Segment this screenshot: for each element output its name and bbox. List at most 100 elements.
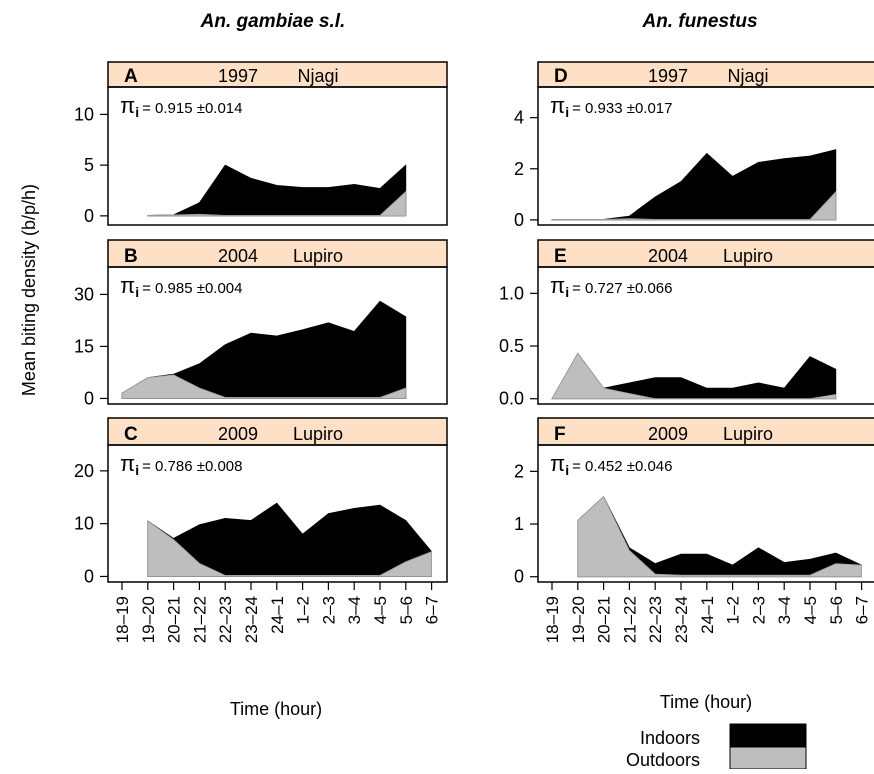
outdoors-area bbox=[577, 495, 862, 578]
panel-letter: D bbox=[554, 66, 568, 87]
panel-strip bbox=[107, 417, 448, 446]
panel-year: 1997 bbox=[218, 66, 258, 86]
x-tick-label: 1–2 bbox=[724, 596, 743, 624]
x-tick-label: 19–20 bbox=[569, 596, 588, 643]
x-tick-label: 19–20 bbox=[139, 596, 158, 643]
pi-annotation: πi = 0.786 ±0.008 bbox=[120, 451, 243, 478]
y-tick-label: 15 bbox=[74, 336, 94, 356]
x-tick-label: 18–19 bbox=[543, 596, 562, 643]
panel-year: 2004 bbox=[648, 246, 688, 266]
x-tick-label: 18–19 bbox=[113, 596, 132, 643]
y-tick-label: 0.0 bbox=[499, 389, 524, 409]
x-tick-label: 22–23 bbox=[216, 596, 235, 643]
y-tick-label: 0 bbox=[514, 210, 524, 230]
panel-letter: E bbox=[554, 246, 567, 267]
panel-frame bbox=[537, 266, 874, 405]
pi-annotation: πi = 0.933 ±0.017 bbox=[550, 93, 673, 120]
y-tick-label: 0 bbox=[84, 566, 94, 586]
legend-outdoors-swatch bbox=[729, 746, 807, 770]
x-tick-label: 5–6 bbox=[397, 596, 416, 624]
panel-strip bbox=[537, 61, 874, 88]
panel-e: E 2004 Lupiro πi = 0.727 ±0.066 0.0 0.5 1.0 bbox=[499, 239, 874, 409]
legend-indoors-swatch bbox=[729, 723, 807, 748]
panel-year: 2009 bbox=[648, 424, 688, 444]
panel-site: Njagi bbox=[297, 66, 338, 86]
x-axis-label-left: Time (hour) bbox=[230, 699, 322, 719]
indoors-area bbox=[551, 149, 837, 221]
panel-site: Njagi bbox=[727, 66, 768, 86]
x-tick-label: 5–6 bbox=[827, 596, 846, 624]
panel-year: 2009 bbox=[218, 424, 258, 444]
y-tick-label: 20 bbox=[74, 461, 94, 481]
panel-site: Lupiro bbox=[293, 246, 343, 266]
y-tick-label: 2 bbox=[514, 159, 524, 179]
y-tick-label: 0 bbox=[514, 567, 524, 587]
y-tick-label: 1 bbox=[514, 514, 524, 534]
pi-annotation: πi = 0.452 ±0.046 bbox=[550, 451, 673, 478]
panel-strip bbox=[107, 239, 448, 268]
panel-c: C 2009 Lupiro πi = 0.786 ±0.008 0 10 20 18–19 19–… bbox=[74, 417, 448, 643]
panel-site: Lupiro bbox=[723, 424, 773, 444]
y-tick-label: 30 bbox=[74, 284, 94, 304]
x-tick-label: 22–23 bbox=[646, 596, 665, 643]
x-tick-label: 4–5 bbox=[371, 596, 390, 624]
y-tick-label: 2 bbox=[514, 461, 524, 481]
panel-year: 1997 bbox=[648, 66, 688, 86]
panel-d: D 1997 Njagi πi = 0.933 ±0.017 0 2 4 bbox=[514, 61, 874, 230]
x-tick-label: 6–7 bbox=[423, 596, 442, 624]
panel-frame bbox=[107, 266, 448, 405]
panel-frame bbox=[107, 86, 448, 226]
panel-letter: A bbox=[124, 66, 138, 87]
y-tick-label: 0.5 bbox=[499, 336, 524, 356]
y-tick-label: 10 bbox=[74, 514, 94, 534]
x-tick-label: 1–2 bbox=[294, 596, 313, 624]
panel-f: F 2009 Lupiro πi = 0.452 ±0.046 0 1 2 18–19 19–20… bbox=[514, 417, 874, 643]
x-tick-label: 2–3 bbox=[749, 596, 768, 624]
y-axis-label: Mean biting density (b/p/h) bbox=[19, 184, 39, 396]
outdoors-area bbox=[147, 520, 432, 577]
y-tick-label: 0 bbox=[84, 388, 94, 408]
indoors-area bbox=[147, 164, 407, 217]
x-tick-label: 4–5 bbox=[801, 596, 820, 624]
x-tick-label: 3–4 bbox=[775, 596, 794, 624]
panel-frame bbox=[107, 444, 448, 583]
outdoors-area bbox=[551, 190, 837, 221]
panel-strip bbox=[537, 239, 874, 268]
pi-annotation: πi = 0.915 ±0.014 bbox=[120, 93, 243, 120]
x-tick-label: 24–1 bbox=[698, 596, 717, 634]
panel-strip bbox=[537, 417, 874, 446]
x-tick-label: 23–24 bbox=[672, 596, 691, 643]
panel-site: Lupiro bbox=[723, 246, 773, 266]
panel-a: A 1997 Njagi πi = 0.915 ±0.014 0 5 10 bbox=[74, 61, 448, 226]
panel-strip bbox=[107, 61, 448, 88]
outdoors-area bbox=[551, 352, 837, 400]
panel-letter: B bbox=[124, 246, 138, 267]
x-tick-label: 2–3 bbox=[319, 596, 338, 624]
outdoors-area bbox=[121, 374, 407, 399]
column-title-right: An. funestus bbox=[641, 11, 757, 32]
indoors-area bbox=[551, 352, 837, 400]
panel-b: B 2004 Lupiro πi = 0.985 ±0.004 0 15 30 bbox=[74, 239, 448, 408]
outdoors-area bbox=[147, 190, 407, 217]
pi-annotation: πi = 0.727 ±0.066 bbox=[550, 273, 673, 300]
panel-letter: C bbox=[124, 424, 138, 445]
pi-annotation: πi = 0.985 ±0.004 bbox=[120, 273, 243, 300]
x-tick-label: 6–7 bbox=[853, 596, 872, 624]
x-tick-label: 21–22 bbox=[620, 596, 639, 643]
x-tick-label: 20–21 bbox=[165, 596, 184, 643]
x-tick-label: 23–24 bbox=[242, 596, 261, 643]
panel-site: Lupiro bbox=[293, 424, 343, 444]
y-tick-label: 0 bbox=[84, 206, 94, 226]
legend-indoors-label: Indoors bbox=[640, 728, 700, 748]
indoors-area bbox=[147, 502, 432, 577]
legend-outdoors-label: Outdoors bbox=[626, 750, 700, 769]
x-tick-label: 20–21 bbox=[595, 596, 614, 643]
y-tick-label: 1.0 bbox=[499, 283, 524, 303]
y-tick-label: 4 bbox=[514, 108, 524, 128]
column-title-left: An. gambiae s.l. bbox=[200, 11, 346, 32]
x-tick-label: 3–4 bbox=[345, 596, 364, 624]
x-tick-label: 21–22 bbox=[190, 596, 209, 643]
